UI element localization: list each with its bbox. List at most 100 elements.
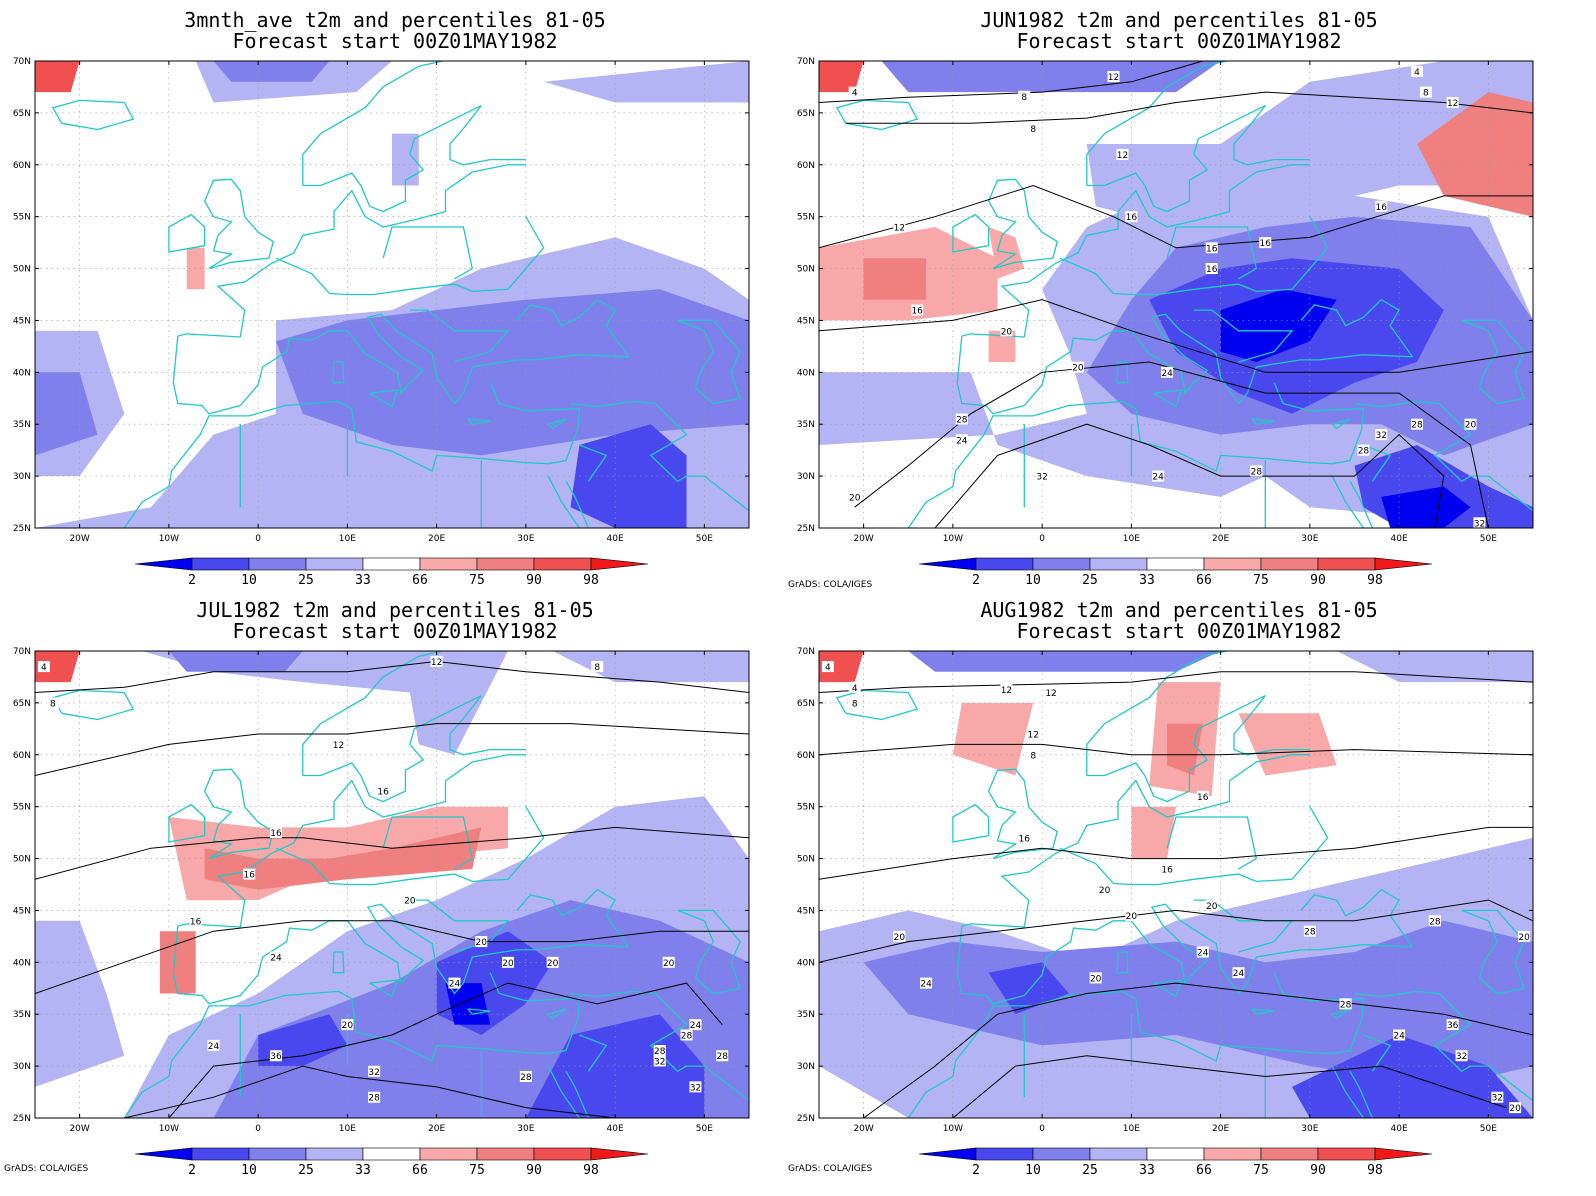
temperature-contour [819, 671, 1533, 693]
contour-label-bg [448, 977, 461, 989]
contour-label-bg [1000, 325, 1013, 337]
contour-label-bg [1303, 925, 1316, 937]
colorbar-label: 10 [1025, 573, 1041, 588]
contour-label-bg [848, 86, 861, 98]
coastline [369, 389, 399, 408]
coastline [467, 1008, 491, 1015]
colorbar-label: 2 [188, 573, 196, 588]
contour-label: 24 [208, 1042, 220, 1052]
contour-label-bg [1419, 86, 1432, 98]
contour-label-bg [1446, 97, 1459, 109]
latitude-label: 45N [797, 316, 815, 326]
colorbar-label: 75 [469, 1163, 485, 1178]
contour-label-bg [955, 434, 968, 446]
latitude-label: 35N [13, 420, 31, 430]
contour-label: 32 [1474, 519, 1485, 529]
colorbar-label: 2 [972, 1163, 980, 1178]
contour-label-bg [1455, 1050, 1468, 1062]
contour-label: 28 [1358, 447, 1370, 457]
longitude-label: 30E [1301, 534, 1318, 544]
contour-label: 24 [1233, 969, 1245, 979]
contour-label: 4 [852, 684, 858, 694]
contour-label-bg [475, 936, 488, 948]
coastline [203, 178, 275, 270]
coastline [1354, 990, 1533, 1102]
contour-label: 20 [1206, 902, 1218, 912]
coastline [302, 105, 526, 213]
coastline [1153, 389, 1183, 408]
coastline [1349, 480, 1373, 528]
contour-label: 36 [270, 1052, 282, 1062]
contour-label-bg [341, 1019, 354, 1031]
contour-label-bg [848, 681, 861, 693]
coastline [579, 1034, 608, 1072]
contour-label: 8 [852, 699, 858, 709]
coastline [1166, 816, 1258, 870]
colorbar-label: 66 [412, 573, 428, 588]
contour-label: 28 [1411, 421, 1423, 431]
temperature-contour [35, 826, 749, 880]
longitude-label: 40E [607, 1124, 624, 1134]
contour-label-bg [269, 827, 282, 839]
latitude-label: 40N [797, 368, 815, 378]
contour-label: 16 [377, 788, 389, 798]
colorbar-label: 98 [583, 1163, 599, 1178]
percentile-shade-region [819, 61, 864, 93]
contour-label-bg [1125, 211, 1138, 223]
contour-label: 32 [368, 1068, 379, 1078]
contour-label: 28 [1304, 928, 1316, 938]
coastline [1086, 695, 1310, 803]
latitude-label: 40N [13, 368, 31, 378]
contour-label-bg [1473, 517, 1486, 528]
contour-label: 16 [1019, 834, 1031, 844]
coastline [332, 361, 345, 384]
colorbar-label: 90 [526, 573, 542, 588]
percentile-shade-region [204, 827, 482, 890]
contour-label: 16 [1126, 213, 1138, 223]
contour-label-bg [1375, 200, 1388, 212]
coastline [172, 903, 629, 1005]
contour-label: 20 [1518, 933, 1530, 943]
coastline [302, 695, 526, 803]
longitude-label: 0 [255, 534, 261, 544]
colorbar-label: 33 [355, 1163, 371, 1178]
contour-label: 12 [431, 658, 442, 668]
latitude-label: 35N [13, 1010, 31, 1020]
percentile-shade-region [952, 702, 1034, 776]
longitude-label: 30E [517, 1124, 534, 1134]
coastline [1166, 226, 1258, 280]
contour-label: 20 [404, 897, 416, 907]
latitude-label: 45N [13, 316, 31, 326]
longitude-label: 20E [428, 534, 445, 544]
contour-label: 28 [520, 1073, 532, 1083]
percentile-shade-region [1167, 723, 1203, 776]
latitude-label: 70N [797, 57, 815, 67]
coastline [1331, 1008, 1351, 1020]
contour-label-bg [848, 491, 861, 503]
colorbar-label: 10 [241, 573, 257, 588]
temperature-contour [819, 61, 1203, 103]
coastline [168, 803, 206, 843]
contour-label-bg [911, 304, 924, 316]
contour-label-bg [591, 661, 604, 673]
latitude-label: 30N [797, 1062, 815, 1072]
coastline [123, 972, 581, 1118]
panel-subtitle: Forecast start 00Z01MAY1982 [1016, 619, 1342, 643]
coastline [907, 972, 1365, 1118]
map-panel-jul1982: JUL1982 t2m and percentiles 81-05 Foreca… [0, 590, 790, 1188]
colorbar-label: 25 [298, 1163, 314, 1178]
contour-label: 20 [894, 933, 906, 943]
panel-subtitle: Forecast start 00Z01MAY1982 [232, 619, 558, 643]
contour-label-bg [1232, 967, 1245, 979]
colorbar-label: 66 [1196, 573, 1212, 588]
panel-title: 3mnth_ave t2m and percentiles 81-05 [184, 8, 606, 32]
coastline [1349, 1070, 1373, 1118]
colorbar-label: 2 [972, 573, 980, 588]
percentile-shade-region [1220, 289, 1337, 362]
coastline [1461, 319, 1525, 405]
latitude-label: 50N [13, 855, 31, 865]
contour-label: 32 [690, 1083, 701, 1093]
longitude-label: 10W [943, 534, 963, 544]
colorbar: 2 10 25 33 66 75 90 98 [134, 1147, 649, 1178]
longitude-label: 50E [696, 534, 713, 544]
